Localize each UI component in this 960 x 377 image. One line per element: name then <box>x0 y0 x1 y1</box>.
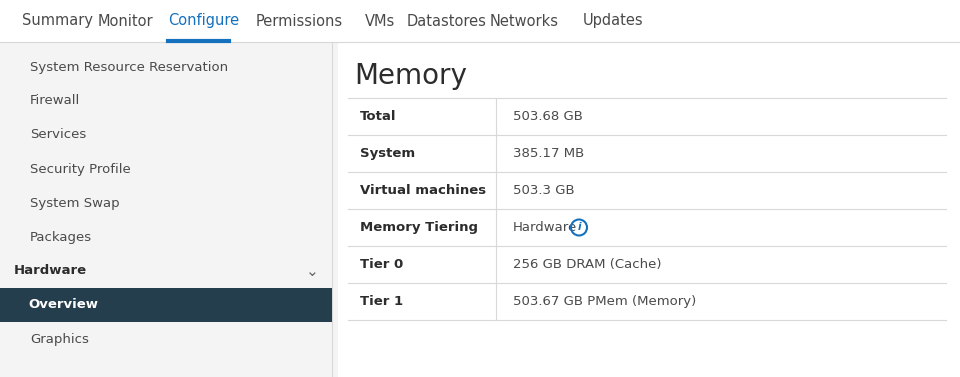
Bar <box>338 42 960 377</box>
Text: Configure: Configure <box>168 14 239 29</box>
Text: Firewall: Firewall <box>30 95 81 107</box>
Text: 385.17 MB: 385.17 MB <box>513 147 585 160</box>
Text: i: i <box>577 222 581 232</box>
Text: Tier 1: Tier 1 <box>360 295 403 308</box>
Text: Memory: Memory <box>354 62 467 90</box>
Text: Summary: Summary <box>22 14 93 29</box>
Text: System: System <box>360 147 415 160</box>
Text: Memory Tiering: Memory Tiering <box>360 221 478 234</box>
Text: Hardware: Hardware <box>14 265 87 277</box>
Text: 503.68 GB: 503.68 GB <box>513 110 583 123</box>
Text: 256 GB DRAM (Cache): 256 GB DRAM (Cache) <box>513 258 661 271</box>
Text: Tier 0: Tier 0 <box>360 258 403 271</box>
Text: Packages: Packages <box>30 230 92 244</box>
Text: System Resource Reservation: System Resource Reservation <box>30 60 228 74</box>
Text: Networks: Networks <box>490 14 559 29</box>
Text: Monitor: Monitor <box>98 14 154 29</box>
Text: 503.67 GB PMem (Memory): 503.67 GB PMem (Memory) <box>513 295 696 308</box>
Text: Permissions: Permissions <box>256 14 343 29</box>
Bar <box>348 135 946 172</box>
Bar <box>348 98 946 135</box>
Text: Updates: Updates <box>583 14 643 29</box>
Text: Security Profile: Security Profile <box>30 162 131 176</box>
Text: Hardware: Hardware <box>513 221 577 234</box>
Text: ⌄: ⌄ <box>305 264 319 279</box>
Bar <box>348 283 946 320</box>
Text: Virtual machines: Virtual machines <box>360 184 486 197</box>
Bar <box>0 42 332 377</box>
Bar <box>0 288 332 322</box>
Text: Services: Services <box>30 129 86 141</box>
Text: Overview: Overview <box>28 299 98 311</box>
Text: Total: Total <box>360 110 396 123</box>
Text: Datastores: Datastores <box>407 14 487 29</box>
Text: VMs: VMs <box>365 14 396 29</box>
Text: 503.3 GB: 503.3 GB <box>513 184 575 197</box>
Bar <box>348 246 946 283</box>
Bar <box>348 209 946 246</box>
Text: System Swap: System Swap <box>30 196 120 210</box>
Text: Graphics: Graphics <box>30 333 89 345</box>
Bar <box>348 172 946 209</box>
Bar <box>0 0 960 42</box>
